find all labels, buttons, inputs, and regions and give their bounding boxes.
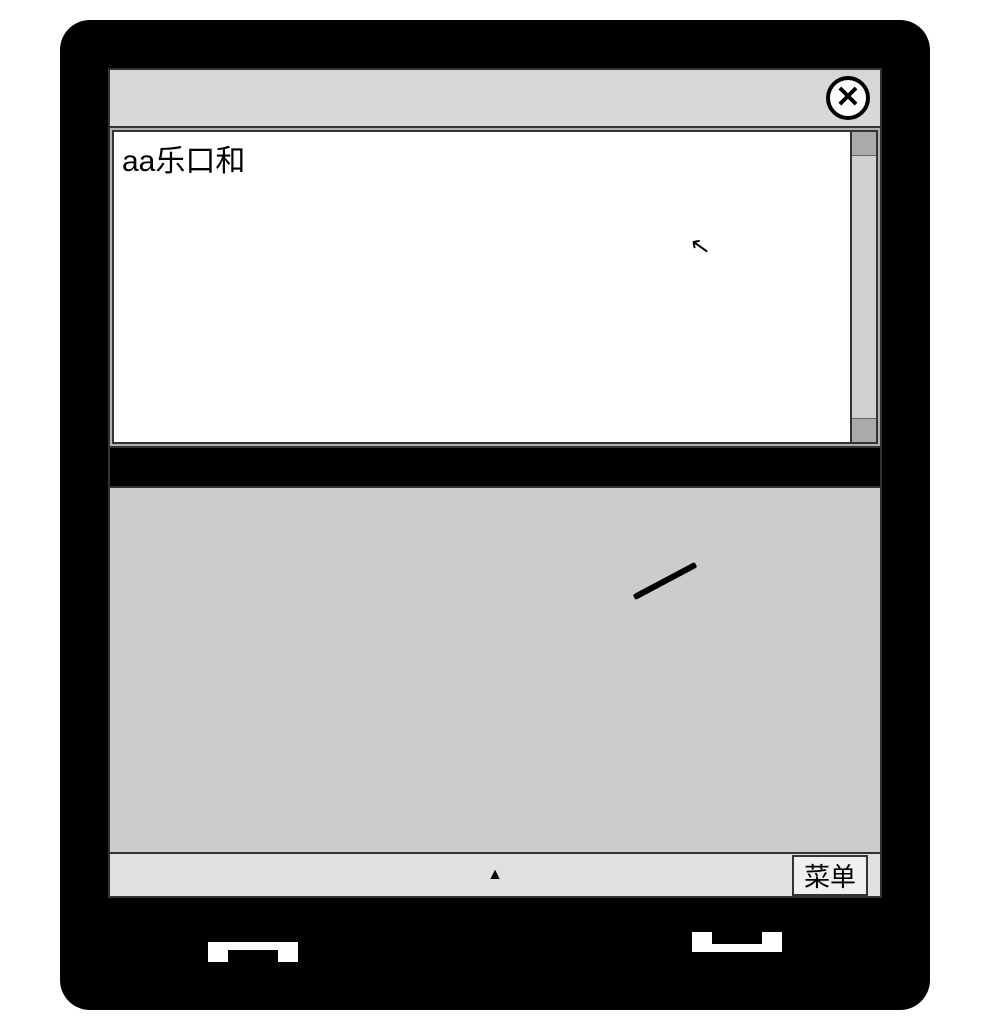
text-content: aa乐口和 — [122, 145, 245, 178]
title-bar: ✕ — [110, 70, 880, 128]
handwriting-input-area[interactable] — [110, 486, 880, 852]
end-call-button[interactable] — [682, 922, 792, 970]
cursor-icon: ↖ — [688, 230, 713, 262]
text-panel-container: aa乐口和 ↖ — [110, 128, 880, 448]
up-arrow-icon[interactable]: ▲ — [487, 866, 503, 884]
close-icon: ✕ — [835, 83, 860, 113]
divider — [110, 448, 880, 486]
device-frame: ✕ aa乐口和 ↖ ▲ 菜单 — [60, 20, 930, 1010]
call-button[interactable] — [198, 922, 308, 970]
hardware-buttons — [108, 898, 882, 970]
handwriting-stroke — [633, 562, 698, 600]
vertical-scrollbar[interactable] — [852, 130, 878, 444]
menu-button[interactable]: 菜单 — [792, 855, 868, 896]
screen: ✕ aa乐口和 ↖ ▲ 菜单 — [108, 68, 882, 898]
bottom-bar: ▲ 菜单 — [110, 852, 880, 896]
text-input-area[interactable]: aa乐口和 ↖ — [112, 130, 852, 444]
close-button[interactable]: ✕ — [826, 76, 870, 120]
scroll-down-arrow[interactable] — [852, 418, 876, 442]
scroll-up-arrow[interactable] — [852, 132, 876, 156]
